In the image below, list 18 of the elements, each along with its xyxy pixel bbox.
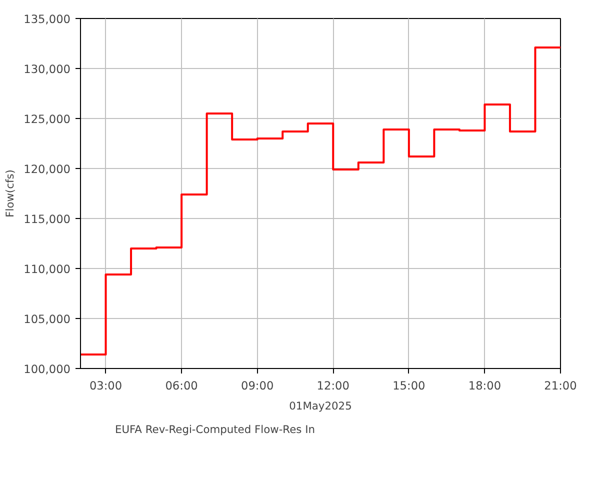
x-tick-label: 21:00 (544, 378, 577, 392)
y-tick-label: 105,000 (24, 312, 71, 326)
y-tick-label: 120,000 (24, 162, 71, 176)
y-tick-label: 135,000 (24, 12, 71, 26)
text: EUFA Rev-Regi-Computed Flow-Res In (115, 422, 315, 436)
y-tick-label: 100,000 (24, 362, 71, 376)
x-tick-label: 12:00 (316, 378, 350, 392)
x-tick-label: 03:00 (89, 378, 122, 392)
x-axis-title: 01May2025 (289, 400, 352, 412)
y-tick-label: 130,000 (24, 62, 71, 76)
y-tick-label: 125,000 (24, 112, 71, 126)
y-tick-label: 110,000 (24, 262, 71, 276)
y-axis-title: Flow(cfs) (4, 170, 17, 218)
x-tick-label: 18:00 (468, 378, 502, 392)
x-tick-label: 06:00 (165, 378, 198, 392)
y-tick-label: 115,000 (24, 212, 71, 226)
x-tick-label: 09:00 (241, 378, 274, 392)
x-tick-label: 15:00 (392, 378, 426, 392)
